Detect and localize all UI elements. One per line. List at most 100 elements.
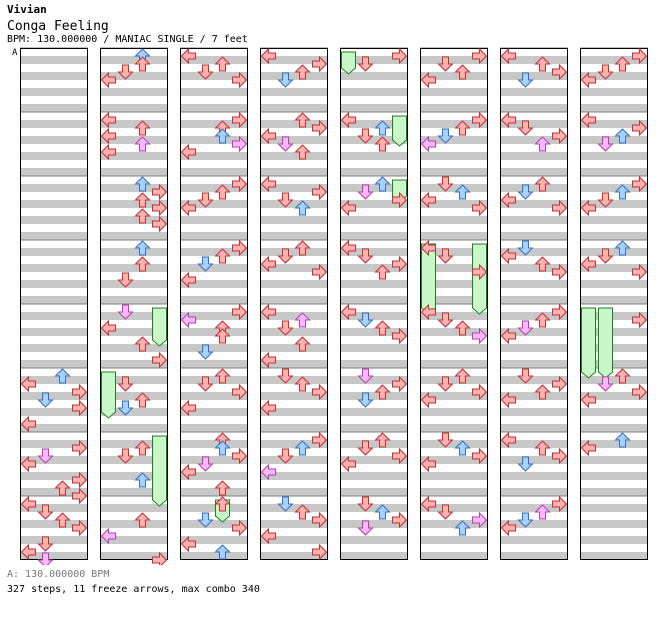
step-arrow-left xyxy=(580,391,596,409)
step-arrow-left xyxy=(180,463,196,481)
step-arrow-up xyxy=(294,144,311,160)
beat-stripe xyxy=(340,72,408,80)
beat-stripe xyxy=(100,56,168,64)
beat-stripe xyxy=(420,120,488,128)
step-arrow-right xyxy=(312,183,328,201)
column-border xyxy=(260,48,328,560)
beat-stripe xyxy=(20,72,88,80)
beat-stripe xyxy=(500,184,568,192)
step-arrow-up xyxy=(214,128,231,144)
beat-stripe xyxy=(420,104,488,112)
beat-stripe xyxy=(580,200,648,208)
step-arrow-up xyxy=(294,240,311,256)
step-arrow-up xyxy=(134,56,151,72)
step-arrow-right xyxy=(232,71,248,89)
beat-stripe xyxy=(20,168,88,176)
beat-stripe xyxy=(20,360,88,368)
beat-stripe xyxy=(100,72,168,80)
beat-stripe xyxy=(420,504,488,512)
beat-stripe xyxy=(500,520,568,528)
step-arrow-down xyxy=(117,64,134,80)
beat-stripe xyxy=(500,456,568,464)
step-arrow-right xyxy=(72,439,88,457)
beat-stripe xyxy=(420,408,488,416)
beat-stripe xyxy=(500,344,568,352)
step-arrow-right xyxy=(632,311,648,329)
beat-stripe xyxy=(260,440,328,448)
beat-stripe xyxy=(100,392,168,400)
chart-column-2 xyxy=(100,47,168,565)
step-arrow-left xyxy=(260,527,276,545)
beat-stripe xyxy=(260,536,328,544)
step-arrow-up xyxy=(54,512,71,528)
step-arrow-right xyxy=(632,119,648,137)
beat-stripe xyxy=(20,472,88,480)
step-arrow-left xyxy=(100,527,116,545)
step-arrow-right xyxy=(312,543,328,561)
beat-stripe xyxy=(100,120,168,128)
step-arrow-down xyxy=(597,376,614,392)
step-arrow-left xyxy=(180,535,196,553)
beat-stripe xyxy=(500,248,568,256)
beat-stripe xyxy=(500,280,568,288)
beat-stripe xyxy=(580,280,648,288)
beat-stripe xyxy=(260,88,328,96)
beat-stripe xyxy=(420,296,488,304)
beat-stripe xyxy=(580,408,648,416)
beat-stripe xyxy=(420,344,488,352)
beat-stripe xyxy=(420,456,488,464)
beat-stripe xyxy=(100,88,168,96)
step-arrow-up xyxy=(374,384,391,400)
beat-stripe xyxy=(100,312,168,320)
step-arrow-down xyxy=(117,376,134,392)
beat-stripe xyxy=(500,472,568,480)
beat-stripe xyxy=(100,424,168,432)
step-arrow-up xyxy=(454,320,471,336)
beat-stripe xyxy=(100,488,168,496)
beat-stripe xyxy=(340,184,408,192)
beat-stripe xyxy=(420,216,488,224)
step-arrow-left xyxy=(180,311,196,329)
beat-stripe xyxy=(260,312,328,320)
beat-stripe xyxy=(260,520,328,528)
step-arrow-left xyxy=(420,495,436,513)
step-arrow-right xyxy=(392,47,408,65)
step-arrow-left xyxy=(180,199,196,217)
step-arrow-left xyxy=(580,199,596,217)
step-arrow-down xyxy=(437,312,454,328)
step-arrow-right xyxy=(632,383,648,401)
beat-stripe xyxy=(260,552,328,560)
step-arrow-left xyxy=(100,71,116,89)
step-arrow-down xyxy=(117,272,134,288)
step-arrow-right xyxy=(552,447,568,465)
beat-stripe xyxy=(580,248,648,256)
beat-stripe xyxy=(180,456,248,464)
step-arrow-right xyxy=(72,519,88,537)
step-arrow-left xyxy=(420,135,436,153)
beat-stripe xyxy=(500,392,568,400)
beat-stripe xyxy=(260,408,328,416)
beat-stripe xyxy=(500,504,568,512)
beat-stripe xyxy=(20,216,88,224)
beat-stripe xyxy=(20,136,88,144)
beat-stripe xyxy=(500,312,568,320)
step-arrow-right xyxy=(552,199,568,217)
step-arrow-up xyxy=(294,376,311,392)
step-arrow-right xyxy=(152,351,168,369)
song-artist: Vivian xyxy=(7,3,47,16)
beat-stripe xyxy=(260,232,328,240)
beat-stripe xyxy=(580,392,648,400)
step-arrow-left xyxy=(260,175,276,193)
beat-stripe xyxy=(180,520,248,528)
beat-stripe xyxy=(100,216,168,224)
beat-stripe xyxy=(100,232,168,240)
step-arrow-right xyxy=(392,511,408,529)
song-title: Conga Feeling xyxy=(7,19,109,34)
beat-stripe xyxy=(580,344,648,352)
beat-stripe xyxy=(580,264,648,272)
step-arrow-down xyxy=(517,320,534,336)
step-arrow-up xyxy=(614,432,631,448)
step-arrow-down xyxy=(437,56,454,72)
step-arrow-up xyxy=(134,440,151,456)
step-arrow-down xyxy=(517,368,534,384)
